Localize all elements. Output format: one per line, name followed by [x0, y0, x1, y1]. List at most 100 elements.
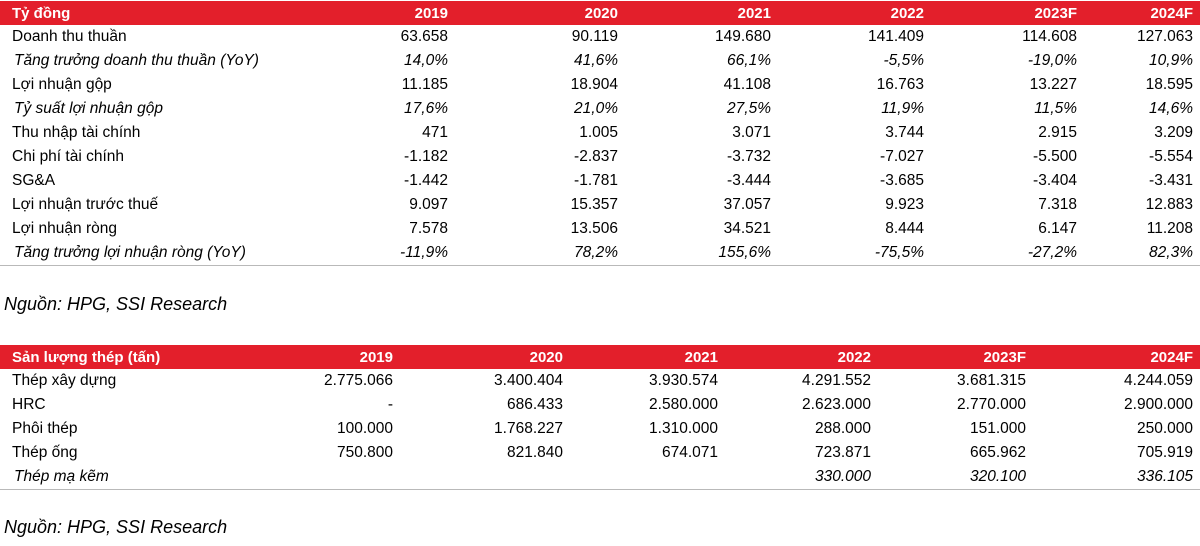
- income-table-cell: 18.595: [1145, 76, 1193, 93]
- income-table-row: Thu nhập tài chính 471 1.005 3.071 3.744 2.91…: [0, 121, 1200, 145]
- income-table-cell: 90.119: [571, 28, 618, 45]
- steel-table-cell: 2.580.000: [649, 396, 718, 413]
- income-table-cell: 9.097: [409, 196, 448, 213]
- steel-table-cell: 2.623.000: [802, 396, 871, 413]
- steel-header-label: Sản lượng thép (tấn): [0, 345, 215, 369]
- income-table-cell: -75,5%: [778, 241, 931, 266]
- steel-table-cell: 4.291.552: [802, 372, 871, 389]
- steel-table-cell: 320.100: [878, 465, 1033, 490]
- steel-table-cell: 686.433: [506, 396, 563, 413]
- income-table-cell: 63.658: [400, 28, 448, 45]
- income-table-cell: 17,6%: [404, 100, 448, 117]
- steel-table-cell: 2.775.066: [324, 372, 393, 389]
- income-table-cell: 9.923: [885, 196, 924, 213]
- income-table-cell: -7.027: [880, 148, 924, 165]
- steel-table-cell: 3.930.574: [649, 372, 718, 389]
- income-table-row-label: Lợi nhuận ròng: [12, 220, 117, 237]
- income-table-row: SG&A -1.442 -1.781 -3.444 -3.685 -3.404 -3.431: [0, 169, 1200, 193]
- income-table-cell: -1.182: [404, 148, 448, 165]
- steel-table-cell: 665.962: [969, 444, 1026, 461]
- steel-table-row: Thép ống 750.800 821.840 674.071 723.871 665.…: [0, 441, 1200, 465]
- income-table-row-label: Lợi nhuận gộp: [12, 76, 112, 93]
- income-table-row-label: Thu nhập tài chính: [12, 124, 141, 141]
- income-table-cell: 1.005: [579, 124, 618, 141]
- income-table-cell: 10,9%: [1149, 52, 1193, 69]
- income-table-cell: 155,6%: [625, 241, 778, 266]
- income-table-cell: -3.444: [727, 172, 771, 189]
- income-table-row: Chi phí tài chính -1.182 -2.837 -3.732 -7.02…: [0, 145, 1200, 169]
- income-table-cell: 41,6%: [574, 52, 618, 69]
- steel-table-row-label: HRC: [12, 396, 46, 413]
- income-table-row: Doanh thu thuần 63.658 90.119 149.680 141.40…: [0, 25, 1200, 49]
- income-table-cell: 37.057: [723, 196, 771, 213]
- income-table-row: Tỷ suất lợi nhuận gộp 17,6% 21,0% 27,5% 11,9…: [0, 97, 1200, 121]
- income-table-row-label: Doanh thu thuần: [12, 28, 127, 45]
- income-table-row-label: SG&A: [12, 172, 56, 189]
- income-table-cell: -11,9%: [270, 241, 455, 266]
- income-table-row-label: Chi phí tài chính: [12, 148, 125, 165]
- income-table: Tỷ đồng 2019 2020 2021 2022 2023F 2024F …: [0, 1, 1200, 266]
- steel-header-2020: 2020: [400, 345, 570, 369]
- income-header-2021: 2021: [625, 1, 778, 25]
- steel-table-cell: 151.000: [969, 420, 1026, 437]
- steel-table-cell: 330.000: [725, 465, 878, 490]
- income-table-row-label: Tỷ suất lợi nhuận gộp: [14, 100, 163, 117]
- income-table-row-label: Tăng trưởng doanh thu thuần (YoY): [14, 52, 259, 69]
- steel-table-cell: [400, 465, 570, 490]
- income-table-cell: 27,5%: [727, 100, 771, 117]
- income-table-cell: 13.506: [570, 220, 618, 237]
- income-table-cell: 3.744: [885, 124, 924, 141]
- steel-table-cell: 3.681.315: [957, 372, 1026, 389]
- steel-table-cell: 288.000: [814, 420, 871, 437]
- income-table-cell: 14,0%: [404, 52, 448, 69]
- income-table-cell: 11,5%: [1034, 100, 1077, 117]
- steel-table-row-label: Phôi thép: [12, 420, 78, 437]
- income-table-cell: -1.781: [574, 172, 618, 189]
- income-table-row: Lợi nhuận gộp 11.185 18.904 41.108 16.763 13.…: [0, 73, 1200, 97]
- income-table-cell: 41.108: [723, 76, 771, 93]
- income-header-2023f: 2023F: [931, 1, 1084, 25]
- income-table-cell: -3.685: [880, 172, 924, 189]
- income-table-cell: 7.318: [1038, 196, 1077, 213]
- steel-table-cell: 250.000: [1136, 420, 1193, 437]
- income-table-cell: -5.500: [1033, 148, 1077, 165]
- income-table-cell: 34.521: [723, 220, 771, 237]
- income-table-cell: 6.147: [1038, 220, 1077, 237]
- income-table-cell: 149.680: [714, 28, 771, 45]
- steel-table-cell: 100.000: [336, 420, 393, 437]
- income-table-cell: 3.209: [1154, 124, 1193, 141]
- income-header-row: Tỷ đồng 2019 2020 2021 2022 2023F 2024F: [0, 1, 1200, 25]
- income-table-cell: 7.578: [409, 220, 448, 237]
- income-table-cell: 82,3%: [1084, 241, 1200, 266]
- income-table-cell: -3.404: [1033, 172, 1077, 189]
- steel-table-row: HRC - 686.433 2.580.000 2.623.000 2.770.000 2.…: [0, 393, 1200, 417]
- income-table-cell: -3.431: [1149, 172, 1193, 189]
- steel-header-2019: 2019: [215, 345, 400, 369]
- steel-table-cell: 705.919: [1136, 444, 1193, 461]
- income-table-row: Tăng trưởng doanh thu thuần (YoY) 14,0% 41…: [0, 49, 1200, 73]
- income-table-cell: 78,2%: [455, 241, 625, 266]
- income-header-2022: 2022: [778, 1, 931, 25]
- income-table-cell: 8.444: [885, 220, 924, 237]
- steel-table-row-label: Thép xây dựng: [12, 372, 117, 389]
- income-table-row-label: Lợi nhuận trước thuế: [12, 196, 159, 213]
- steel-table-cell: 1.768.227: [494, 420, 563, 437]
- steel-table-row-label: Thép ống: [12, 444, 78, 461]
- steel-table-cell: 750.800: [336, 444, 393, 461]
- steel-table-cell: 4.244.059: [1124, 372, 1193, 389]
- income-table-cell: 141.409: [867, 28, 924, 45]
- steel-table-cell: 821.840: [506, 444, 563, 461]
- income-table-cell: 11.185: [401, 76, 448, 93]
- income-table-cell: -3.732: [727, 148, 771, 165]
- income-table-row: Lợi nhuận trước thuế 9.097 15.357 37.057 9.9…: [0, 193, 1200, 217]
- steel-header-2022: 2022: [725, 345, 878, 369]
- steel-output-table: Sản lượng thép (tấn) 2019 2020 2021 2022…: [0, 345, 1200, 490]
- income-table-cell: 3.071: [732, 124, 771, 141]
- steel-table-cell: 1.310.000: [649, 420, 718, 437]
- income-table-cell: 14,6%: [1149, 100, 1193, 117]
- income-table-row: Tăng trưởng lợi nhuận ròng (YoY) -11,9% 78…: [0, 241, 1200, 266]
- income-header-label: Tỷ đồng: [0, 1, 270, 25]
- income-table-cell: 2.915: [1038, 124, 1077, 141]
- income-table-cell: 21,0%: [574, 100, 618, 117]
